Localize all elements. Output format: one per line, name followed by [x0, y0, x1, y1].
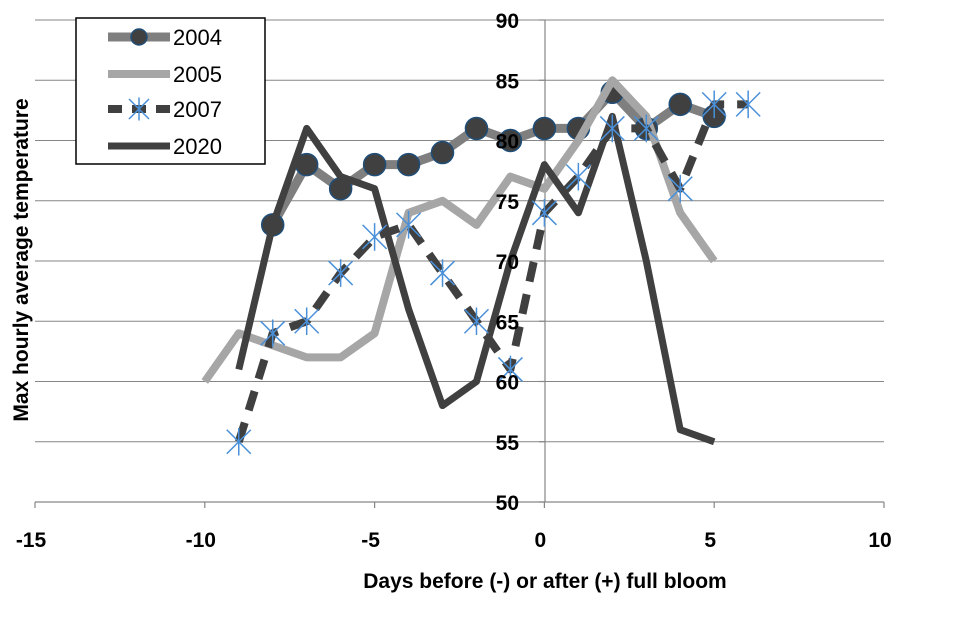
data-point-2007: [429, 259, 456, 287]
x-tick-label: -5: [361, 529, 380, 552]
x-tick-label: 10: [868, 529, 891, 552]
y-tick-label: 60: [496, 372, 519, 395]
y-tick-label: 70: [496, 251, 519, 274]
series-line-2007: [234, 100, 749, 443]
data-point-2007: [226, 427, 252, 456]
legend-marker-2004: [130, 28, 148, 46]
data-point-2007: [463, 307, 490, 336]
y-tick-label: 50: [496, 492, 519, 515]
data-point-2007: [497, 355, 523, 384]
data-point-2007: [667, 174, 693, 203]
legend-box: [75, 17, 266, 165]
data-point-2007: [260, 319, 286, 348]
x-tick-label: -15: [16, 529, 47, 552]
y-tick-label: 65: [496, 311, 520, 334]
data-point-2004: [430, 140, 455, 165]
data-point-2004: [498, 128, 523, 153]
data-point-2004: [464, 116, 489, 141]
legend-label-2005: 2005: [173, 62, 222, 87]
data-point-2007: [633, 114, 659, 143]
legend: 2004 2005 2007 2020: [75, 17, 266, 165]
x-tick-label: 5: [704, 529, 716, 552]
data-point-2007: [362, 223, 388, 251]
data-point-2004: [362, 152, 387, 177]
data-point-2007: [565, 162, 591, 191]
y-tick-label: 85: [496, 70, 520, 93]
series-lines: [201, 76, 761, 456]
legend-label-2004: 2004: [173, 25, 222, 50]
legend-label-2020: 2020: [173, 134, 222, 159]
y-tick-label: 80: [496, 131, 519, 154]
y-tick-label: 55: [496, 432, 520, 455]
series-line-2020: [235, 112, 716, 446]
data-point-2004: [396, 152, 421, 177]
data-point-2007: [735, 90, 761, 119]
legend-label-2007: 2007: [173, 97, 222, 122]
tick-labels: -15 -10 -5 0 5 10 50 55 60 65 70 75 80 85 90: [16, 10, 892, 552]
y-axis-title: Max hourly average temperature: [10, 98, 33, 421]
x-axis-title: Days before (-) or after (+) full bloom: [363, 570, 726, 593]
data-point-2004: [668, 92, 692, 117]
data-point-2007: [328, 259, 354, 287]
legend-marker-2007: [128, 97, 150, 121]
series-line-2005: [201, 76, 718, 384]
axes: [34, 19, 885, 508]
data-point-2007: [599, 114, 625, 143]
data-point-2007: [701, 90, 727, 119]
y-tick-label: 90: [496, 10, 519, 33]
y-tick-label: 75: [496, 191, 520, 214]
data-point-2004: [532, 116, 557, 141]
data-point-2007: [396, 211, 422, 239]
x-tick-label: 0: [535, 529, 547, 552]
data-point-2007: [531, 199, 557, 227]
data-point-2007: [294, 307, 320, 336]
x-tick-label: -10: [186, 529, 216, 552]
